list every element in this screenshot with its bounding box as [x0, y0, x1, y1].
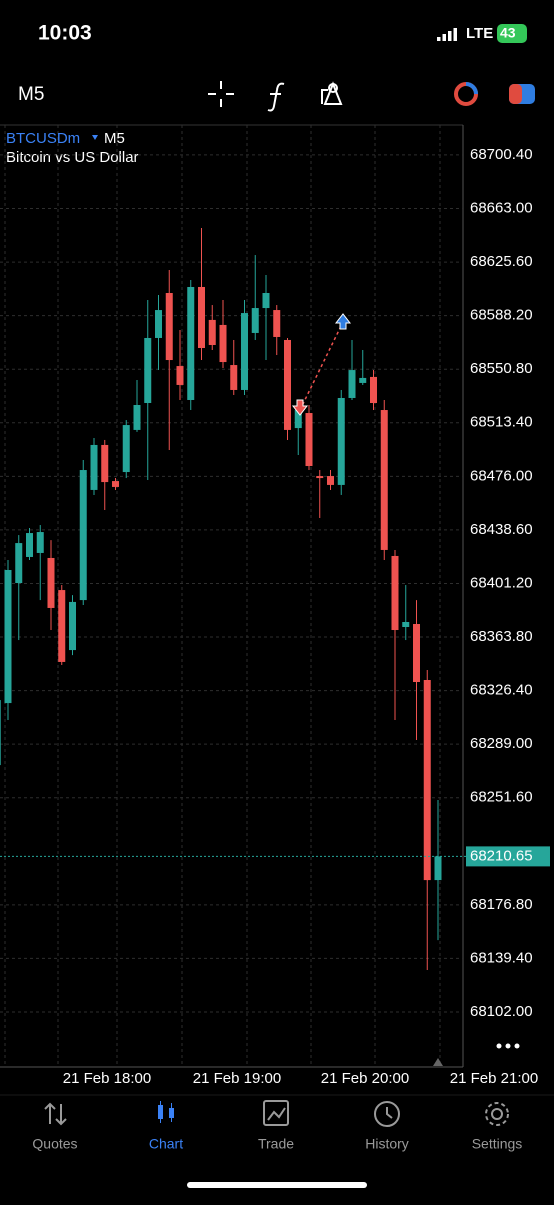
- candle-body: [316, 476, 324, 479]
- symbol[interactable]: BTCUSDm: [6, 130, 80, 147]
- price-label: 68139.40: [470, 949, 533, 966]
- candle-body: [133, 405, 141, 430]
- tab-label[interactable]: Trade: [258, 1136, 294, 1152]
- trade-icon[interactable]: [263, 1100, 289, 1126]
- candle-body: [423, 680, 431, 881]
- candle-body: [327, 476, 334, 485]
- more-button[interactable]: [496, 1043, 520, 1049]
- trade-button-accent: [509, 84, 522, 104]
- price-label: 68550.80: [470, 360, 533, 377]
- price-label: 68176.80: [470, 896, 533, 913]
- candle-body: [0, 700, 1, 766]
- timeframe-button[interactable]: M5: [18, 84, 44, 105]
- candle-body: [402, 621, 410, 628]
- candle-body: [241, 313, 248, 390]
- tab-label[interactable]: History: [365, 1136, 409, 1152]
- price-label: 68326.40: [470, 682, 533, 699]
- price-overlay: 68210.65: [0, 846, 550, 867]
- candle-body: [26, 533, 33, 557]
- time-label: 21 Feb 19:00: [193, 1070, 281, 1087]
- candle-body: [284, 339, 291, 430]
- current-price-label: 68210.65: [470, 847, 533, 864]
- battery-icon: [497, 24, 527, 43]
- candle-body: [434, 856, 442, 881]
- time-label: 21 Feb 20:00: [321, 1070, 409, 1087]
- candle-body: [348, 370, 356, 398]
- candle-body: [337, 397, 345, 485]
- current-price-box: [466, 846, 550, 867]
- tab-label[interactable]: Chart: [149, 1136, 183, 1152]
- price-label: 68588.20: [470, 307, 533, 324]
- trade-link: [299, 321, 344, 411]
- objects-button[interactable]: [321, 81, 343, 105]
- candle-body: [262, 293, 270, 309]
- candle-body: [305, 413, 313, 467]
- candle-body: [391, 555, 399, 631]
- candle-body: [294, 410, 302, 429]
- candle-body: [251, 308, 259, 333]
- candle-body: [58, 590, 66, 662]
- signal-icon: [437, 28, 457, 41]
- price-label: 68476.00: [470, 467, 533, 484]
- candle-body: [112, 481, 119, 487]
- candle-body: [230, 365, 238, 390]
- candle-body: [219, 324, 227, 363]
- candle-body: [273, 310, 281, 337]
- tab-label[interactable]: Settings: [472, 1136, 523, 1152]
- price-label: 68289.00: [470, 735, 533, 752]
- candle-body: [122, 425, 130, 473]
- candle-body: [413, 624, 420, 683]
- price-label: 68438.60: [470, 521, 533, 538]
- history-icon[interactable]: [374, 1101, 400, 1127]
- candle-body: [380, 410, 388, 550]
- symbol-description: Bitcoin vs US Dollar: [6, 149, 139, 166]
- home-indicator: [187, 1182, 367, 1188]
- tab-label[interactable]: Quotes: [32, 1136, 77, 1152]
- candle-body: [198, 286, 205, 349]
- quotes-icon[interactable]: [44, 1102, 67, 1126]
- account-button-accent: [465, 82, 478, 95]
- candle-body: [36, 532, 44, 553]
- candles: [0, 227, 442, 971]
- chart-icon[interactable]: [158, 1101, 174, 1123]
- candle-body: [69, 601, 76, 651]
- scroll-marker: [433, 1058, 443, 1066]
- crosshair-button[interactable]: [208, 81, 234, 107]
- price-label: 68700.40: [470, 146, 533, 163]
- price-label: 68663.00: [470, 199, 533, 216]
- symbol-dropdown[interactable]: [92, 135, 98, 140]
- candle-body: [144, 337, 152, 404]
- candle-body: [359, 377, 367, 383]
- candle-body: [176, 366, 184, 385]
- candle-body: [4, 570, 12, 704]
- battery-level: 43: [500, 25, 516, 41]
- price-label: 68401.20: [470, 574, 533, 591]
- candle-body: [165, 293, 173, 361]
- buy-marker[interactable]: [334, 313, 352, 330]
- price-label: 68513.40: [470, 414, 533, 431]
- sell-marker[interactable]: [291, 399, 309, 416]
- price-label: 68363.80: [470, 628, 533, 645]
- indicators-button[interactable]: [267, 82, 285, 112]
- time-label: 21 Feb 18:00: [63, 1070, 151, 1087]
- candle-body: [187, 286, 195, 400]
- candle-body: [208, 319, 216, 345]
- candle-body: [47, 557, 55, 608]
- price-label: 68251.60: [470, 789, 533, 806]
- candle-body: [90, 444, 98, 490]
- clock: 10:03: [38, 22, 92, 45]
- candle-body: [101, 444, 109, 483]
- time-label: 21 Feb 21:00: [450, 1070, 538, 1087]
- price-label: 68102.00: [470, 1003, 533, 1020]
- price-label: 68625.60: [470, 253, 533, 270]
- candle-body: [15, 543, 23, 584]
- candle-body: [370, 376, 377, 404]
- network: LTE: [466, 25, 493, 42]
- settings-icon[interactable]: [485, 1102, 509, 1126]
- chart-timeframe: M5: [104, 130, 125, 147]
- candle-body: [155, 310, 162, 338]
- candle-body: [79, 470, 87, 601]
